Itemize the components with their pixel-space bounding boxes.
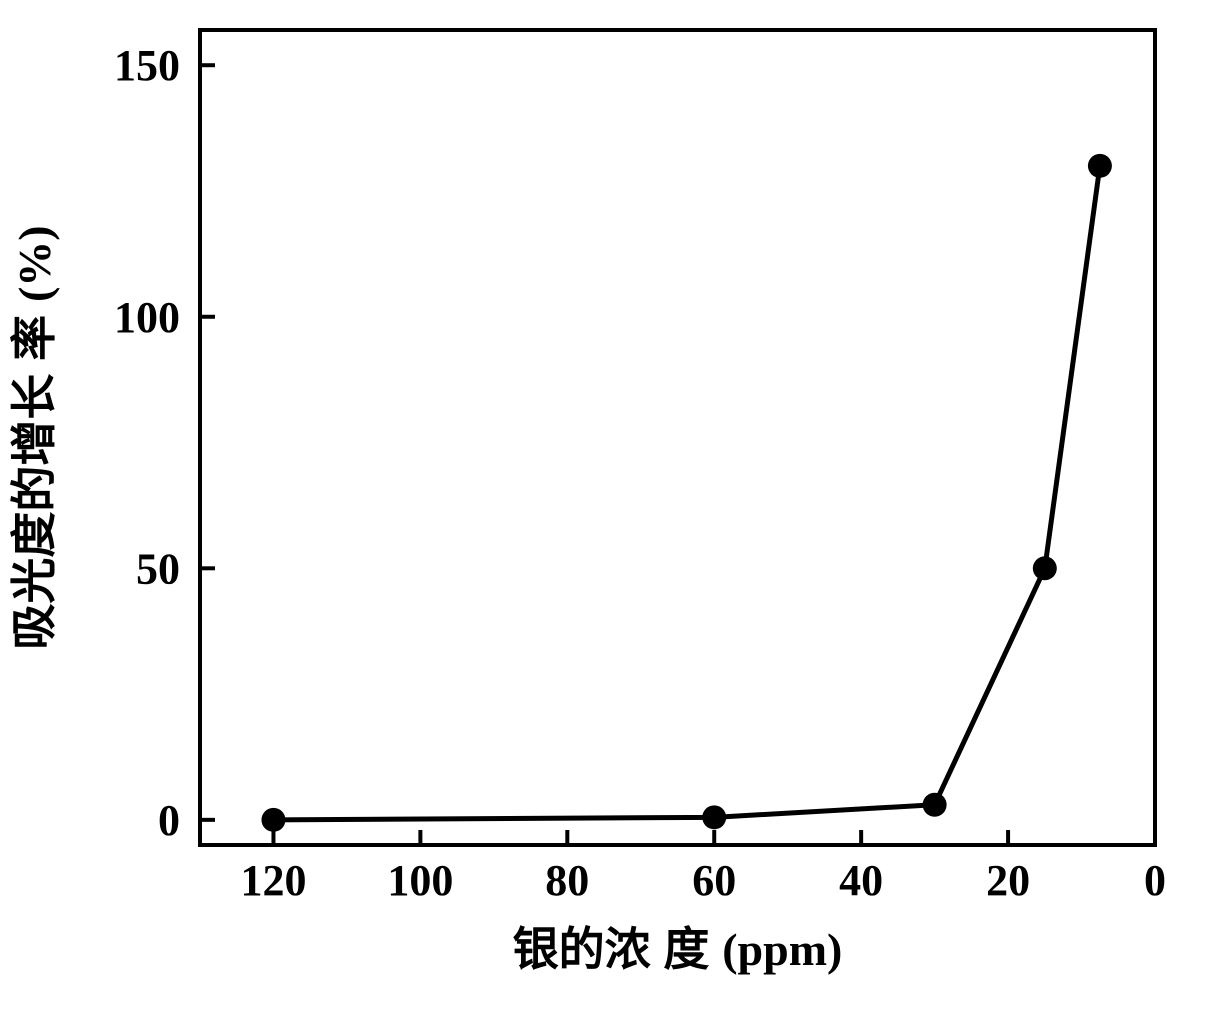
- svg-text:0: 0: [158, 796, 180, 845]
- svg-text:0: 0: [1144, 856, 1166, 905]
- svg-text:40: 40: [839, 856, 883, 905]
- svg-text:60: 60: [692, 856, 736, 905]
- svg-text:100: 100: [387, 856, 453, 905]
- svg-text:100: 100: [114, 293, 180, 342]
- svg-text:80: 80: [545, 856, 589, 905]
- svg-text:150: 150: [114, 41, 180, 90]
- svg-text:20: 20: [986, 856, 1030, 905]
- chart-container: 120 100 80 60 40 20 0 0 50 100 150 银的浓 度 (ppm) 吸光度的增…: [0, 0, 1220, 1011]
- svg-text:50: 50: [136, 544, 180, 593]
- chart-svg: 120 100 80 60 40 20 0 0 50 100 150 银的浓 度 (ppm) 吸光度的增…: [0, 0, 1220, 1011]
- svg-text:吸光度的增长 率 (%): 吸光度的增长 率 (%): [8, 225, 60, 649]
- svg-text:银的浓 度 (ppm): 银的浓 度 (ppm): [513, 923, 843, 975]
- svg-text:120: 120: [240, 856, 306, 905]
